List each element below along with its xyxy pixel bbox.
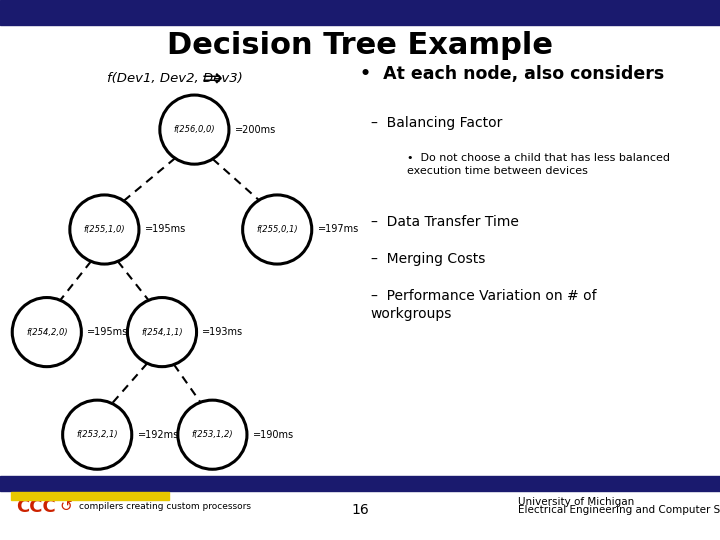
Bar: [0, 0, 720, 25]
Text: =200ms: =200ms: [235, 125, 276, 134]
Bar: [11, 492, 169, 500]
Text: f(254,2,0): f(254,2,0): [26, 328, 68, 336]
Text: •  At each node, also considers: • At each node, also considers: [360, 65, 665, 83]
Bar: [0, 476, 720, 491]
Text: –  Balancing Factor: – Balancing Factor: [371, 116, 502, 130]
Text: CCC: CCC: [16, 497, 55, 516]
Text: =195ms: =195ms: [87, 327, 128, 337]
Text: f(253,2,1): f(253,2,1): [76, 430, 118, 439]
Text: Electrical Engineering and Computer Science: Electrical Engineering and Computer Scie…: [518, 505, 720, 515]
Text: f(256,0,0): f(256,0,0): [174, 125, 215, 134]
Text: 16: 16: [351, 503, 369, 517]
Ellipse shape: [70, 195, 139, 264]
Text: =192ms: =192ms: [138, 430, 179, 440]
Ellipse shape: [178, 400, 247, 469]
Text: f(253,1,2): f(253,1,2): [192, 430, 233, 439]
Text: f(255,0,1): f(255,0,1): [256, 225, 298, 234]
Ellipse shape: [127, 298, 197, 367]
Text: f(Dev1, Dev2, Dev3): f(Dev1, Dev2, Dev3): [107, 72, 243, 85]
Ellipse shape: [243, 195, 312, 264]
Text: •  Do not choose a child that has less balanced
execution time between devices: • Do not choose a child that has less ba…: [407, 153, 670, 176]
Text: –  Performance Variation on # of
workgroups: – Performance Variation on # of workgrou…: [371, 289, 596, 321]
Text: f(254,1,1): f(254,1,1): [141, 328, 183, 336]
Text: ↺: ↺: [59, 499, 72, 514]
Text: =190ms: =190ms: [253, 430, 294, 440]
Text: =197ms: =197ms: [318, 225, 359, 234]
Text: =193ms: =193ms: [202, 327, 243, 337]
Text: compilers creating custom processors: compilers creating custom processors: [79, 502, 251, 511]
Ellipse shape: [63, 400, 132, 469]
Text: f(255,1,0): f(255,1,0): [84, 225, 125, 234]
Text: ⇒: ⇒: [202, 66, 223, 90]
Text: Decision Tree Example: Decision Tree Example: [167, 31, 553, 60]
Text: –  Merging Costs: – Merging Costs: [371, 252, 485, 266]
Ellipse shape: [160, 95, 229, 164]
Text: =195ms: =195ms: [145, 225, 186, 234]
Text: –  Data Transfer Time: – Data Transfer Time: [371, 215, 518, 230]
Text: University of Michigan: University of Michigan: [518, 497, 634, 507]
Ellipse shape: [12, 298, 81, 367]
